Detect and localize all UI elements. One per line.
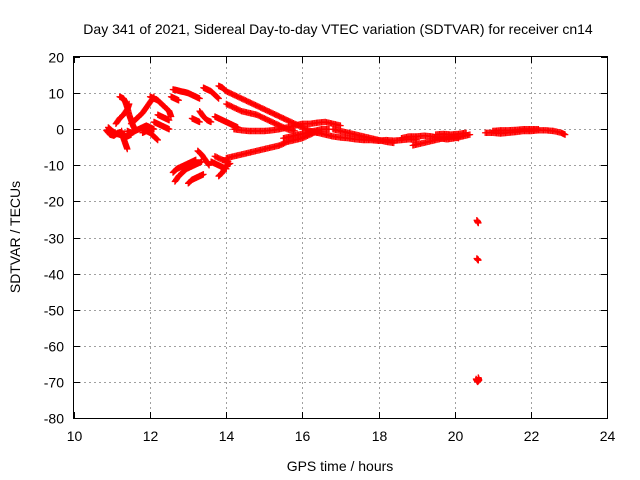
y-tick-label: 0 [56, 122, 64, 138]
data-point [224, 158, 232, 165]
y-tick-label: -70 [44, 375, 64, 391]
plot-frame [73, 56, 608, 419]
data-point [167, 113, 175, 120]
y-tick-label: 20 [48, 50, 64, 66]
data-point [196, 118, 203, 126]
data-point [124, 145, 131, 153]
data-point [466, 131, 474, 138]
x-axis-label: GPS time / hours [287, 458, 394, 474]
data-point [475, 374, 482, 381]
data-point [214, 94, 222, 102]
data-point [462, 129, 470, 137]
data-point [207, 118, 215, 126]
data-points [103, 82, 569, 386]
y-tick-label: -30 [44, 231, 64, 247]
x-tick-label: 12 [143, 428, 159, 444]
y-tick-label: -60 [44, 339, 64, 355]
axis-ticks [74, 57, 608, 419]
data-point [153, 136, 161, 143]
y-tick-label: -40 [44, 267, 64, 283]
data-point [561, 131, 569, 138]
data-point [215, 95, 222, 102]
x-tick-label: 18 [372, 428, 388, 444]
data-point [196, 95, 203, 102]
data-point [165, 126, 173, 133]
x-tick-label: 22 [524, 428, 540, 444]
data-point [175, 97, 182, 104]
data-point [165, 116, 173, 124]
data-point [153, 135, 160, 143]
data-point [154, 136, 161, 144]
data-point [205, 162, 213, 169]
data-point [535, 126, 542, 133]
data-point [390, 139, 397, 147]
x-tick-label: 14 [219, 428, 235, 444]
y-tick-label: 10 [48, 86, 64, 102]
data-point [150, 126, 158, 133]
x-tick-label: 20 [448, 428, 464, 444]
y-tick-label: -80 [44, 411, 64, 427]
chart-title: Day 341 of 2021, Sidereal Day-to-day VTE… [83, 21, 593, 37]
data-point [337, 122, 344, 129]
tick-labels: 10 12 14 16 18 20 22 24 -80 -70 -60 -50 -40 -30 -20 -10… [44, 50, 616, 445]
x-tick-label: 16 [295, 428, 311, 444]
data-point [474, 255, 481, 263]
y-tick-label: -10 [44, 158, 64, 174]
grid-lines [74, 57, 607, 418]
y-axis-label: SDTVAR / TECUs [7, 181, 23, 293]
y-tick-label: -20 [44, 194, 64, 210]
data-point [200, 171, 207, 178]
data-point [473, 216, 480, 224]
data-point [192, 156, 200, 164]
y-tick-label: -50 [44, 303, 64, 319]
data-point [214, 94, 221, 101]
x-tick-label: 10 [67, 428, 83, 444]
x-tick-label: 24 [600, 428, 616, 444]
